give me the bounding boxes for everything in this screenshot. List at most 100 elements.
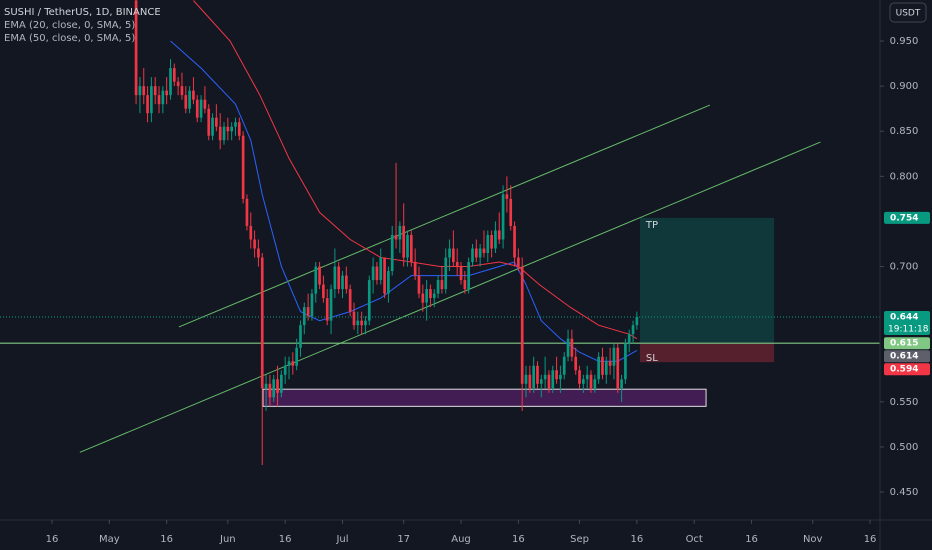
candle-body <box>356 320 360 326</box>
y-tick-label: 0.450 <box>890 487 919 498</box>
candle-body <box>295 347 298 366</box>
candle-body <box>306 307 310 317</box>
candle-body <box>371 266 375 281</box>
currency-label[interactable]: USDT <box>896 9 921 19</box>
candle-body <box>211 117 214 136</box>
candle-body <box>172 68 176 82</box>
candle-body <box>218 126 222 141</box>
candle-body <box>215 117 218 127</box>
candle-body <box>432 293 436 299</box>
price-badge <box>884 363 930 376</box>
candle-body <box>314 266 318 294</box>
candle-body <box>578 370 581 384</box>
candle-body <box>551 370 555 389</box>
candle-body <box>406 234 409 258</box>
trend-line <box>79 141 821 453</box>
candle-body <box>582 379 585 384</box>
candle-body <box>509 198 513 226</box>
candle-body <box>513 225 516 258</box>
candle-body <box>620 379 623 389</box>
candle-body <box>153 86 157 96</box>
candle-body <box>257 248 260 258</box>
price-badge-label: 0.614 <box>890 352 918 362</box>
candle-body <box>165 90 169 96</box>
candle-body <box>490 234 493 249</box>
candle-body <box>138 86 142 96</box>
candle-body <box>260 257 264 389</box>
candle-body <box>394 234 398 240</box>
candle-body <box>448 248 451 258</box>
price-badge <box>884 337 930 350</box>
candle-body <box>299 325 302 348</box>
candle-body <box>234 122 237 127</box>
candle-body <box>444 257 448 290</box>
candle-body <box>539 379 543 384</box>
candle-body <box>230 126 233 132</box>
x-tick-label: Nov <box>803 534 823 545</box>
y-tick-label: 0.850 <box>890 126 919 137</box>
candle-body <box>387 271 390 294</box>
candle-body <box>547 374 551 389</box>
price-badge <box>884 311 930 336</box>
candle-body <box>157 95 161 105</box>
x-tick-label: 16 <box>864 534 877 545</box>
candle-body <box>425 289 428 303</box>
x-tick-label: 16 <box>279 534 292 545</box>
x-tick-label: Jun <box>219 534 236 545</box>
candle-body <box>287 361 291 366</box>
candle-body <box>237 122 241 136</box>
chart-title: SUSHI / TetherUS, 1D, BINANCE <box>4 7 161 18</box>
candle-body <box>360 320 363 326</box>
candle-body <box>608 361 612 366</box>
candle-body <box>559 374 562 380</box>
candle-body <box>532 365 535 389</box>
candle-body <box>536 365 539 384</box>
candle-body <box>180 86 184 96</box>
candle-body <box>497 230 501 240</box>
candle-body <box>318 266 321 285</box>
candle-body <box>604 361 608 375</box>
candle-body <box>188 90 191 109</box>
price-badge-label: 0.594 <box>890 365 918 375</box>
candle-body <box>345 275 348 290</box>
x-tick-label: Jul <box>335 534 348 545</box>
candle-body <box>517 257 520 267</box>
candle-body <box>409 234 413 263</box>
candle-body <box>333 266 337 290</box>
candle-body <box>134 0 138 96</box>
candle-body <box>474 248 478 258</box>
currency-button[interactable] <box>889 2 927 23</box>
candle-body <box>291 361 295 366</box>
support-zone <box>262 388 707 407</box>
candle-body <box>455 262 459 267</box>
candle-body <box>142 86 146 96</box>
candle-body <box>562 356 566 375</box>
price-badge <box>884 211 930 224</box>
candle-body <box>459 266 463 281</box>
x-tick-label: 16 <box>745 534 758 545</box>
candle-body <box>501 194 505 240</box>
candle-body <box>383 257 386 294</box>
y-tick-label: 0.550 <box>890 397 919 408</box>
candle-body <box>253 239 256 249</box>
candle-body <box>524 374 528 384</box>
candle-body <box>612 347 616 366</box>
candle-body <box>241 135 245 199</box>
candle-body <box>505 194 509 199</box>
legend-entry: EMA (20, close, 0, SMA, 5) <box>4 20 135 31</box>
candle-body <box>463 280 467 290</box>
ema-line <box>170 40 638 362</box>
candle-body <box>482 248 486 254</box>
candle-body <box>375 266 379 281</box>
price-badge-label: 0.615 <box>890 339 918 349</box>
candle-body <box>627 334 631 344</box>
x-tick-label: Aug <box>451 534 471 545</box>
y-tick-label: 0.500 <box>890 442 919 453</box>
target-label: TP <box>645 220 658 231</box>
candle-body <box>226 126 230 132</box>
candle-body <box>478 248 482 258</box>
candle-body <box>276 379 279 393</box>
candle-body <box>417 275 421 294</box>
candle-body <box>593 379 597 389</box>
